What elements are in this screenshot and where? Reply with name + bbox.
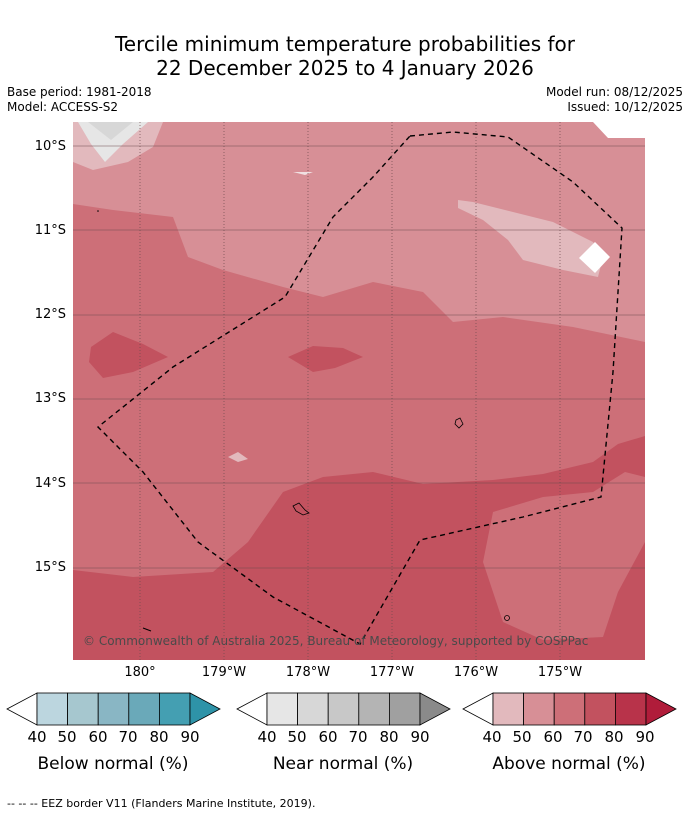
no-data-diamond-east xyxy=(579,242,610,273)
colorbar-segment xyxy=(358,692,390,726)
title-line-1: Tercile minimum temperature probabilitie… xyxy=(114,32,576,56)
title-line-2: 22 December 2025 to 4 January 2026 xyxy=(156,56,534,80)
map-svg xyxy=(73,122,645,660)
eez-footnote: -- -- -- EEZ border V11 (Flanders Marine… xyxy=(7,797,316,810)
colorbar-above-title: Above normal (%) xyxy=(492,754,646,774)
island-dot xyxy=(97,210,99,212)
gridlines xyxy=(73,145,645,569)
issued-date: Issued: 10/12/2025 xyxy=(567,100,683,114)
region-above-40-east xyxy=(458,200,603,277)
colorbar-segment xyxy=(584,692,616,726)
colorbar-segment xyxy=(266,692,299,726)
island-wallis xyxy=(292,502,310,516)
colorbar-segment xyxy=(327,692,360,726)
colorbar-above-svg xyxy=(462,692,677,726)
blob-above-70-center xyxy=(288,346,363,372)
colorbar-segment xyxy=(614,692,647,726)
no-data-corner xyxy=(593,122,645,138)
colorbar-segment xyxy=(158,692,191,726)
colorbar-segment xyxy=(128,692,160,726)
lat-label: 13°S xyxy=(34,391,66,406)
model-run: Model run: 08/12/2025 xyxy=(545,85,683,99)
colorbar-segment xyxy=(553,692,586,726)
lon-label: 177°W xyxy=(369,665,415,680)
colorbar-segment xyxy=(523,692,555,726)
lat-label: 10°S xyxy=(34,139,66,154)
colorbar-segment xyxy=(297,692,329,726)
copyright-notice: © Commonwealth of Australia 2025, Bureau… xyxy=(83,634,589,648)
lat-label: 11°S xyxy=(34,223,66,238)
speck-light xyxy=(228,452,248,462)
colorbar-near-svg xyxy=(236,692,451,726)
colorbar-segment xyxy=(36,692,69,726)
island-southeast xyxy=(504,615,510,621)
region-near-40 xyxy=(78,122,148,162)
lon-label: 179°W xyxy=(201,665,247,680)
region-above-60-pocket xyxy=(483,472,645,640)
meta-right: Model run: 08/12/2025 Issued: 10/12/2025 xyxy=(546,85,683,115)
lon-label: 180° xyxy=(124,665,156,680)
region-near-50 xyxy=(88,122,133,140)
lat-label: 14°S xyxy=(34,476,66,491)
colorbar-near-title: Near normal (%) xyxy=(272,754,414,774)
lon-label: 178°W xyxy=(285,665,331,680)
colorbar-below-svg xyxy=(6,692,221,726)
probability-map xyxy=(73,122,645,660)
blob-above-70-west xyxy=(89,332,168,378)
lon-label: 176°W xyxy=(453,665,499,680)
colorbar-below-title: Below normal (%) xyxy=(37,754,189,774)
lat-label: 12°S xyxy=(34,307,66,322)
island-east xyxy=(454,417,464,429)
colorbar-segment xyxy=(388,692,421,726)
lon-label: 175°W xyxy=(537,665,583,680)
model-name: Model: ACCESS-S2 xyxy=(7,100,119,114)
colorbar-segment xyxy=(492,692,525,726)
colorbar-segment xyxy=(97,692,130,726)
colorbar-segment xyxy=(67,692,99,726)
base-period: Base period: 1981-2018 xyxy=(7,85,152,99)
lat-label: 15°S xyxy=(34,560,66,575)
eez-border xyxy=(96,131,623,645)
speck-light-north xyxy=(293,172,313,175)
island-southwest xyxy=(142,627,152,632)
meta-left: Base period: 1981-2018 Model: ACCESS-S2 xyxy=(7,85,152,115)
